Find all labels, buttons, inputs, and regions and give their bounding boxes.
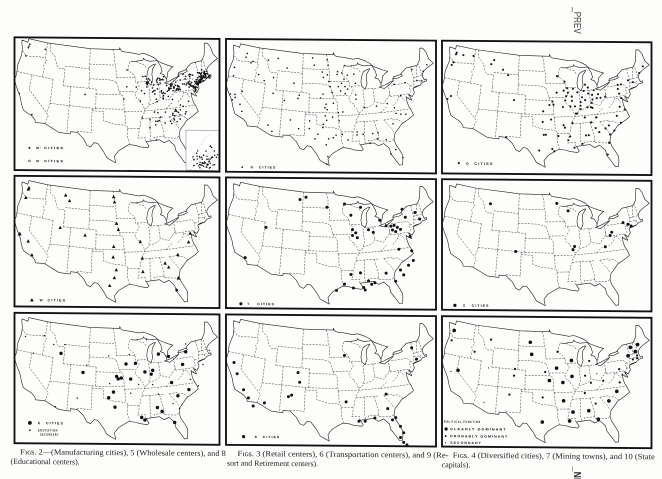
svg-text:POLITICAL FUNCTION: POLITICAL FUNCTION bbox=[444, 420, 481, 424]
svg-text:E: E bbox=[38, 421, 41, 425]
svg-text:sort and Retirement centers).: sort and Retirement centers). bbox=[227, 459, 318, 469]
svg-text:(Educational centers).: (Educational centers). bbox=[11, 457, 80, 467]
svg-text:CITIES: CITIES bbox=[263, 435, 281, 439]
svg-text:SECONDARY: SECONDARY bbox=[450, 441, 482, 445]
svg-text:D: D bbox=[466, 162, 469, 166]
svg-text:T: T bbox=[247, 302, 250, 306]
svg-text:_NEXT: _NEXT bbox=[571, 466, 583, 479]
svg-text:K: K bbox=[255, 435, 258, 439]
svg-text:_PREV: _PREV bbox=[571, 6, 582, 34]
svg-text:Fıɢs. 4 (Diversified cities),: Fıɢs. 4 (Diversified cities), 7 (Mining … bbox=[453, 451, 656, 462]
svg-text:CITIES: CITIES bbox=[46, 421, 64, 425]
svg-text:Fıɢs. 2—(Manufacturing cities): Fıɢs. 2—(Manufacturing cities), 5 (Whole… bbox=[20, 447, 226, 458]
svg-text:PROBABLY DOMINANT: PROBABLY DOMINANT bbox=[450, 434, 508, 438]
svg-text:S: S bbox=[463, 304, 466, 308]
svg-text:CITIES: CITIES bbox=[44, 159, 64, 163]
svg-text:capitals).: capitals). bbox=[442, 460, 471, 469]
svg-text:CITIES: CITIES bbox=[259, 165, 276, 169]
svg-text:SECONDARY: SECONDARY bbox=[40, 433, 59, 437]
svg-text:M: M bbox=[36, 159, 40, 163]
svg-text:CITIES: CITIES bbox=[472, 304, 490, 308]
svg-text:M′: M′ bbox=[36, 146, 41, 150]
svg-text:CITIES: CITIES bbox=[48, 298, 67, 302]
svg-text:CLEARLY DOMINANT: CLEARLY DOMINANT bbox=[450, 427, 507, 431]
svg-text:W: W bbox=[40, 298, 44, 302]
svg-text:Fıɢs. 3 (Retail centers), 6 (T: Fıɢs. 3 (Retail centers), 6 (Transportat… bbox=[238, 449, 449, 460]
svg-text:CITIES: CITIES bbox=[257, 302, 275, 306]
svg-text:EDUCATION: EDUCATION bbox=[38, 428, 58, 432]
svg-text:CITIES: CITIES bbox=[474, 162, 493, 166]
svg-text:R: R bbox=[251, 165, 254, 169]
svg-text:CITIES: CITIES bbox=[44, 146, 64, 150]
